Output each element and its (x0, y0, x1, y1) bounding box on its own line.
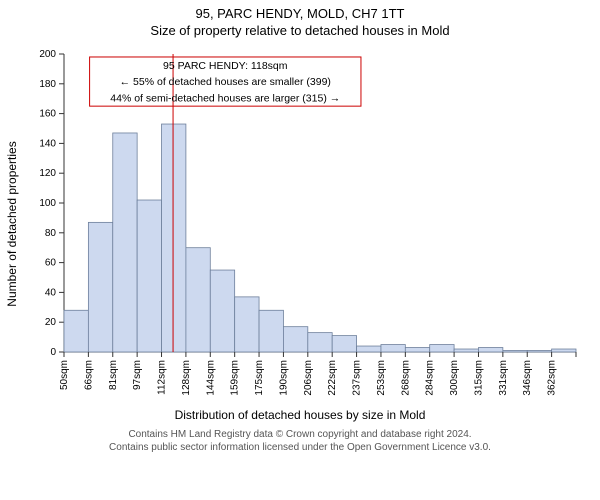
x-axis-label: Distribution of detached houses by size … (0, 408, 600, 422)
svg-text:40: 40 (45, 287, 57, 298)
x-tick-label: 81sqm (108, 360, 119, 390)
histogram-bar (88, 222, 112, 352)
annotation-line: 44% of semi-detached houses are larger (… (110, 93, 340, 105)
x-tick-label: 190sqm (278, 360, 289, 396)
histogram-bar (405, 348, 429, 352)
svg-text:60: 60 (45, 258, 57, 269)
x-tick-label: 253sqm (376, 360, 387, 396)
footer-line-1: Contains HM Land Registry data © Crown c… (0, 428, 600, 441)
x-tick-label: 66sqm (83, 360, 94, 390)
footer-attribution: Contains HM Land Registry data © Crown c… (0, 428, 600, 454)
svg-text:0: 0 (50, 347, 56, 358)
footer-line-2: Contains public sector information licen… (0, 441, 600, 454)
x-tick-label: 159sqm (230, 360, 241, 396)
x-tick-label: 331sqm (498, 360, 509, 396)
svg-text:120: 120 (39, 168, 56, 179)
x-tick-label: 222sqm (327, 360, 338, 396)
histogram-bar (283, 327, 307, 352)
x-tick-label: 284sqm (425, 360, 436, 396)
histogram-bar (332, 336, 356, 352)
svg-text:200: 200 (39, 49, 56, 60)
histogram-bar (186, 248, 210, 352)
histogram-bar (137, 200, 161, 352)
x-tick-label: 50sqm (59, 360, 70, 390)
svg-text:140: 140 (39, 138, 56, 149)
x-tick-label: 268sqm (400, 360, 411, 396)
x-tick-label: 128sqm (181, 360, 192, 396)
page-title: Size of property relative to detached ho… (0, 23, 600, 38)
page-supertitle: 95, PARC HENDY, MOLD, CH7 1TT (0, 6, 600, 21)
histogram-bar (308, 333, 332, 352)
x-tick-label: 237sqm (352, 360, 363, 396)
histogram-bar (503, 351, 527, 352)
histogram-bar (478, 348, 502, 352)
x-tick-label: 346sqm (522, 360, 533, 396)
x-tick-label: 175sqm (254, 360, 265, 396)
chart-container: Number of detached properties 0204060801… (20, 44, 580, 404)
histogram-bar (430, 345, 454, 352)
histogram-bar (64, 310, 88, 352)
histogram-bar (454, 349, 478, 352)
histogram-bar (357, 346, 381, 352)
annotation-line: 95 PARC HENDY: 118sqm (163, 60, 288, 72)
x-tick-label: 300sqm (449, 360, 460, 396)
histogram-bar (235, 297, 259, 352)
svg-text:80: 80 (45, 228, 57, 239)
svg-text:160: 160 (39, 109, 56, 120)
x-tick-label: 315sqm (473, 360, 484, 396)
svg-text:180: 180 (39, 79, 56, 90)
histogram-chart: 0 20 40 60 80 100 120 140 160 180 200 50sqm 66sqm 81s… (20, 44, 580, 404)
x-tick-label: 362sqm (547, 360, 558, 396)
x-tick-label: 97sqm (132, 360, 143, 390)
histogram-bar (381, 345, 405, 352)
x-tick-label: 206sqm (303, 360, 314, 396)
y-axis-label: Number of detached properties (5, 141, 19, 306)
x-tick-label: 144sqm (205, 360, 216, 396)
annotation-line: ← 55% of detached houses are smaller (39… (120, 76, 331, 88)
histogram-bar (552, 349, 576, 352)
x-tick-label: 112sqm (157, 360, 168, 395)
svg-text:100: 100 (39, 198, 56, 209)
svg-text:20: 20 (45, 317, 57, 328)
histogram-bar (210, 270, 234, 352)
histogram-bar (113, 133, 137, 352)
histogram-bar (527, 351, 551, 352)
histogram-bar (162, 124, 186, 352)
histogram-bar (259, 310, 283, 352)
